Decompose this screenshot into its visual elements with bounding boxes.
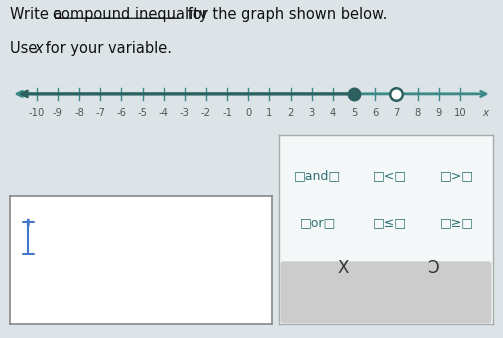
Text: 7: 7 bbox=[393, 108, 399, 119]
Text: □or□: □or□ bbox=[299, 217, 336, 230]
Text: □≤□: □≤□ bbox=[373, 217, 407, 230]
Text: 0: 0 bbox=[245, 108, 252, 119]
Text: for your variable.: for your variable. bbox=[41, 41, 172, 56]
Text: x: x bbox=[482, 108, 488, 119]
Text: X: X bbox=[338, 259, 349, 277]
Text: □and□: □and□ bbox=[294, 169, 341, 182]
Text: ▌: ▌ bbox=[26, 219, 31, 226]
Text: -10: -10 bbox=[29, 108, 45, 119]
Text: 8: 8 bbox=[414, 108, 421, 119]
Text: Ɔ: Ɔ bbox=[427, 259, 439, 277]
Text: for the graph shown below.: for the graph shown below. bbox=[183, 7, 387, 22]
Text: 3: 3 bbox=[309, 108, 315, 119]
Text: Write a: Write a bbox=[10, 7, 67, 22]
Text: □>□: □>□ bbox=[440, 169, 474, 182]
Text: 1: 1 bbox=[266, 108, 273, 119]
Text: 6: 6 bbox=[372, 108, 378, 119]
Text: □≥□: □≥□ bbox=[440, 217, 474, 230]
Text: x: x bbox=[34, 41, 43, 56]
Text: -8: -8 bbox=[74, 108, 84, 119]
Text: 9: 9 bbox=[436, 108, 442, 119]
Text: 5: 5 bbox=[351, 108, 357, 119]
Text: 4: 4 bbox=[330, 108, 336, 119]
Text: 2: 2 bbox=[287, 108, 294, 119]
Text: -3: -3 bbox=[180, 108, 190, 119]
Text: -2: -2 bbox=[201, 108, 211, 119]
FancyBboxPatch shape bbox=[281, 262, 491, 322]
Text: Use: Use bbox=[10, 41, 42, 56]
Text: -9: -9 bbox=[53, 108, 63, 119]
Text: compound inequality: compound inequality bbox=[53, 7, 207, 22]
Text: -7: -7 bbox=[95, 108, 105, 119]
Text: -5: -5 bbox=[137, 108, 147, 119]
Text: 10: 10 bbox=[454, 108, 466, 119]
Text: -4: -4 bbox=[159, 108, 169, 119]
Text: -1: -1 bbox=[222, 108, 232, 119]
Text: -6: -6 bbox=[116, 108, 126, 119]
Text: □<□: □<□ bbox=[373, 169, 407, 182]
